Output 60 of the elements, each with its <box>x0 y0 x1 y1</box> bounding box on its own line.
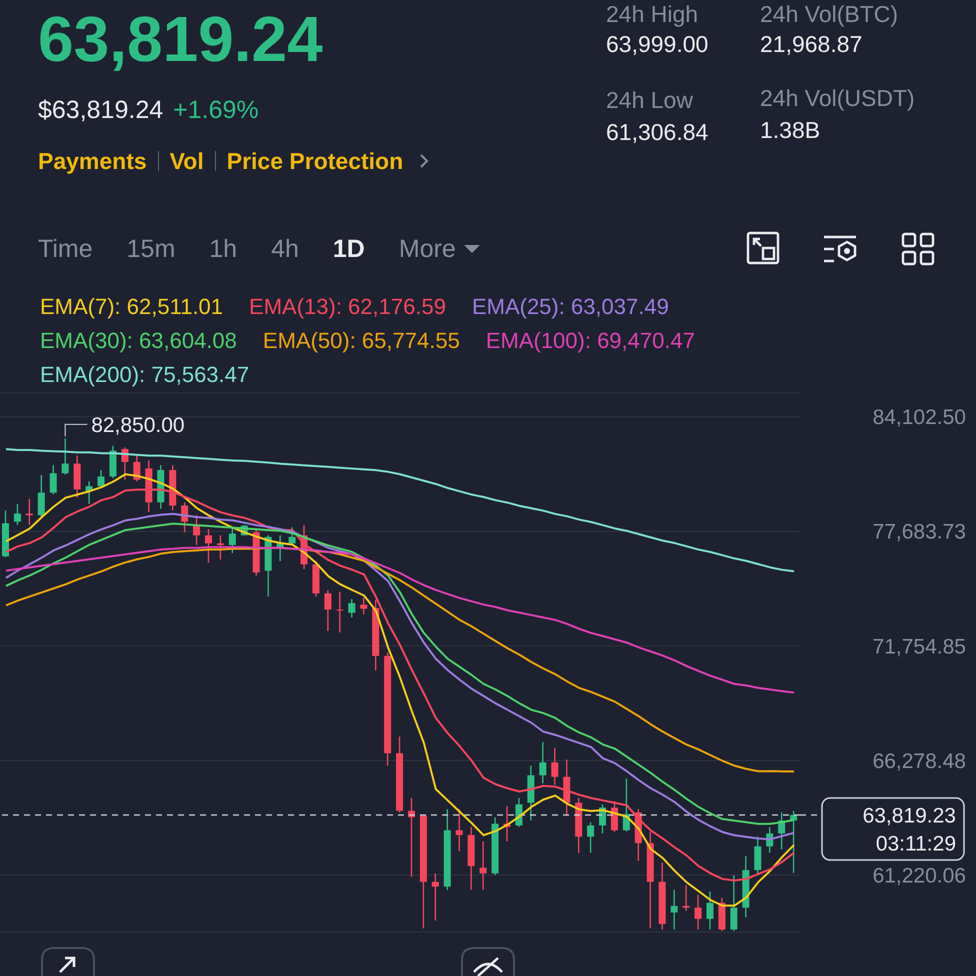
candlestick <box>14 503 21 526</box>
text: 4h <box>271 234 299 265</box>
text: Vol <box>170 147 204 176</box>
candlestick <box>360 596 368 616</box>
chart-subtitle: $63,819.24 +1.69% <box>38 96 259 124</box>
text: More <box>398 234 456 265</box>
text: 1h <box>209 234 238 265</box>
candlestick <box>670 889 678 930</box>
text: EMA(7): 62,511.01 <box>40 293 224 321</box>
candlestick <box>432 872 439 922</box>
candlestick <box>324 590 332 632</box>
text: 24h High <box>606 0 698 28</box>
candlestick <box>336 591 344 634</box>
ref-line-label: 63,819.23 03:11:29 <box>862 804 956 856</box>
annotation: 82,850.00 <box>91 414 185 437</box>
candlestick <box>706 890 714 930</box>
candlestick <box>456 808 463 852</box>
candlestick <box>26 498 33 526</box>
y-tick-label: 84,102.50 <box>872 406 966 430</box>
text: EMA(30): 63,604.08 <box>40 327 237 355</box>
text: 24h Vol(BTC) <box>760 0 898 28</box>
candlestick <box>348 598 356 618</box>
candlestick <box>551 747 558 786</box>
text: 21,968.87 <box>760 30 862 58</box>
candlestick <box>98 469 105 488</box>
text: Price Protection <box>226 147 404 176</box>
candlestick <box>754 836 762 876</box>
text: EMA(100): 69,470.47 <box>486 327 695 355</box>
chart-title: 63,819.24 <box>38 2 323 77</box>
candlestick <box>62 438 69 476</box>
y-tick-label: 61,220.06 <box>872 864 966 888</box>
candlestick <box>694 894 702 930</box>
candlestick <box>228 526 236 554</box>
text: 63,999.00 <box>606 30 708 58</box>
candlestick <box>193 514 200 546</box>
candlestick <box>50 464 57 495</box>
text: 1D <box>332 234 365 265</box>
text: Payments <box>38 147 147 176</box>
y-tick-label: 66,278.48 <box>872 750 966 773</box>
y-tick-label: 71,754.85 <box>872 635 966 658</box>
text: EMA(13): 62,176.59 <box>249 293 446 321</box>
text: 24h Low <box>606 86 693 114</box>
candlestick <box>730 874 738 932</box>
y-tick-label: 77,683.73 <box>872 520 966 544</box>
text: Time <box>38 234 93 265</box>
candlestick <box>216 534 224 560</box>
candlestick <box>539 741 546 784</box>
candlestick <box>204 528 212 564</box>
candlestick <box>480 840 487 891</box>
text: 15m <box>126 234 176 265</box>
line-series <box>4 448 796 572</box>
text: 24h Vol(USDT) <box>760 84 915 112</box>
text: EMA(50): 65,774.55 <box>262 327 460 355</box>
text: EMA(200): 75,563.47 <box>40 361 250 389</box>
text: 61,306.84 <box>606 118 708 146</box>
candlestick <box>587 822 594 854</box>
candlestick <box>86 480 93 505</box>
text: EMA(25): 63,037.49 <box>472 293 669 321</box>
text: 1.38B <box>760 116 820 144</box>
candlestick <box>38 474 45 520</box>
